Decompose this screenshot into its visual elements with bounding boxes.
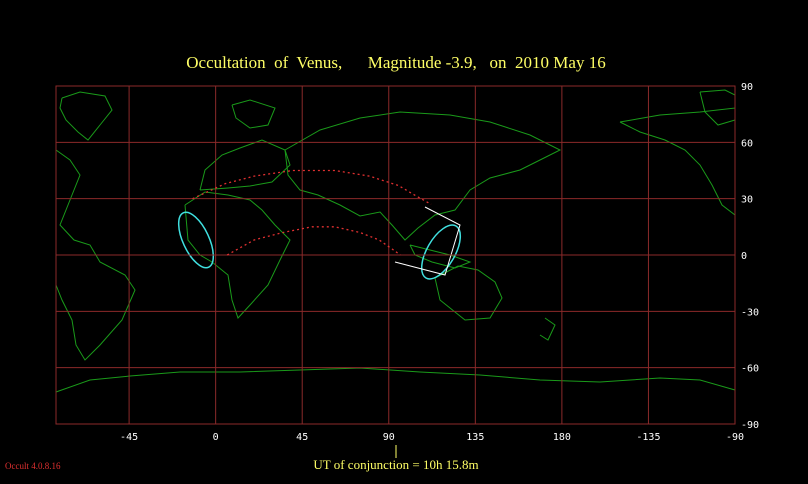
contact-ellipse: [177, 211, 215, 269]
coastline: [699, 89, 736, 126]
coastline: [409, 244, 472, 269]
coastline: [284, 111, 562, 241]
path-end: [394, 206, 461, 276]
occultation-limit: [226, 226, 401, 256]
x-tick-label: -135: [636, 432, 660, 443]
coastline: [55, 149, 136, 361]
y-tick-label: 90: [741, 82, 753, 93]
coastline: [539, 317, 556, 341]
coastline: [619, 107, 736, 217]
continents: [55, 89, 736, 393]
coastline: [231, 99, 276, 129]
coastline: [199, 139, 291, 191]
coastline: [59, 91, 113, 141]
y-tick-label: -30: [741, 307, 759, 318]
y-tick-label: -60: [741, 364, 759, 375]
x-tick-label: 45: [296, 432, 308, 443]
y-tick-label: 30: [741, 195, 753, 206]
x-tick-label: 90: [383, 432, 395, 443]
footer: UT of conjunction = 10h 15.8m: [313, 457, 478, 472]
occultation-limit: [192, 169, 432, 205]
x-tick-label: 180: [553, 432, 571, 443]
version: Occult 4.0.8.16: [5, 461, 61, 471]
coastline: [434, 265, 503, 321]
x-tick-label: -90: [726, 432, 744, 443]
contact-ellipse: [420, 224, 462, 280]
coastline: [55, 367, 736, 393]
y-tick-label: 60: [741, 138, 753, 149]
title: Occultation of Venus, Magnitude -3.9, on…: [186, 53, 605, 72]
y-tick-label: 0: [741, 251, 747, 262]
x-tick-label: 0: [213, 432, 219, 443]
x-tick-label: -45: [120, 432, 138, 443]
y-tick-label: -90: [741, 420, 759, 431]
x-tick-label: 135: [466, 432, 484, 443]
